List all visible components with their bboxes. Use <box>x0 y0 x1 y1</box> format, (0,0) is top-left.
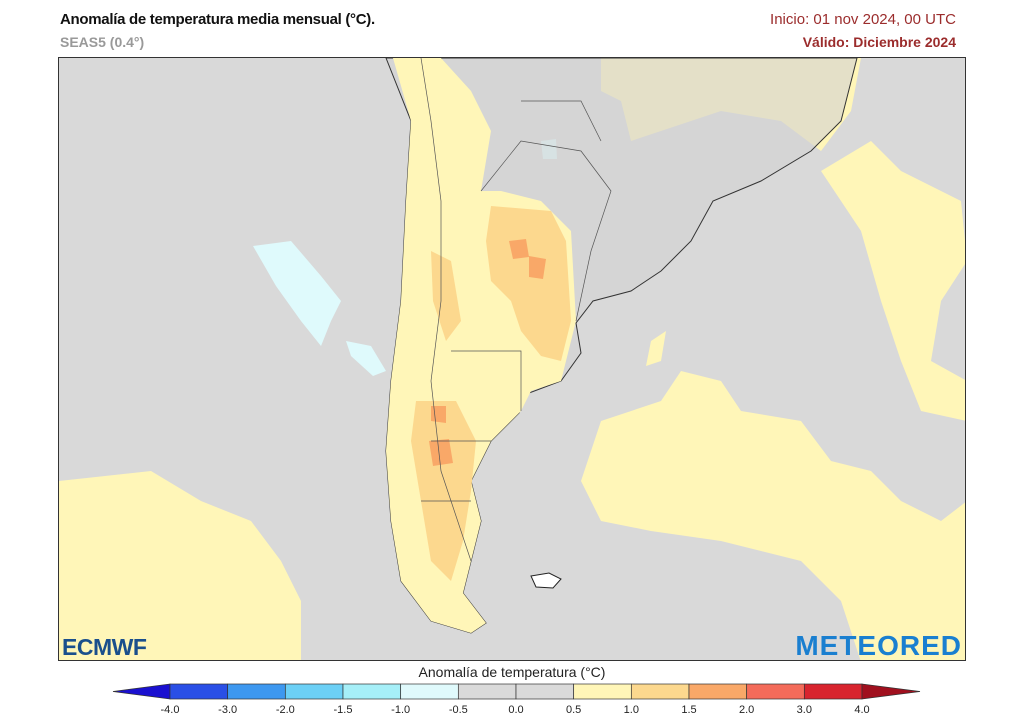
colorbar-tick-label: -2.0 <box>275 704 295 716</box>
colorbar-tick-label: 0.0 <box>508 704 524 716</box>
colorbar-tick-label: -1.5 <box>333 704 353 716</box>
colorbar-segment <box>227 683 286 700</box>
init-date: Inicio: 01 nov 2024, 00 UTC <box>770 11 956 28</box>
colorbar-tick-label: -1.0 <box>391 704 411 716</box>
colorbar-segment <box>630 683 690 700</box>
map-title: Anomalía de temperatura media mensual (°… <box>60 11 375 28</box>
colorbar-over-triangle <box>861 683 921 700</box>
anomaly-map <box>58 57 966 661</box>
map-svg <box>59 58 965 660</box>
colorbar-segment <box>803 683 863 700</box>
land-anomalies <box>386 58 576 633</box>
colorbar-segment <box>573 683 632 700</box>
model-subtitle: SEAS5 (0.4°) <box>60 34 145 50</box>
country-borders <box>420 58 612 562</box>
colorbar-segment <box>746 683 805 700</box>
colorbar-segment <box>515 683 575 700</box>
colorbar-segment <box>688 683 748 700</box>
colorbar-tick-label: -4.0 <box>160 704 180 716</box>
colorbar-under-triangle <box>112 683 171 700</box>
colorbar-tick-label: 1.0 <box>623 704 639 716</box>
colorbar-tick-label: -0.5 <box>448 704 468 716</box>
colorbar-tick-label: 4.0 <box>854 704 870 716</box>
meteored-logo: METEORED <box>795 630 962 661</box>
ecmwf-logo: ECMWF <box>62 634 147 660</box>
colorbar-tick-label: 3.0 <box>796 704 812 716</box>
colorbar-segment <box>400 683 459 700</box>
colorbar-tick-label: 2.0 <box>739 704 755 716</box>
falkland-islands <box>530 572 562 589</box>
colorbar-segment <box>169 683 229 700</box>
colorbar-tick-label: 0.5 <box>566 704 582 716</box>
valid-date: Válido: Diciembre 2024 <box>802 34 956 50</box>
colorbar-segment <box>284 683 344 700</box>
colorbar-segment <box>342 683 402 700</box>
colorbar-tick-label: -3.0 <box>218 704 238 716</box>
colorbar-title: Anomalía de temperatura (°C) <box>418 664 606 680</box>
colorbar-tick-label: 1.5 <box>681 704 697 716</box>
colorbar-segment <box>457 683 517 700</box>
